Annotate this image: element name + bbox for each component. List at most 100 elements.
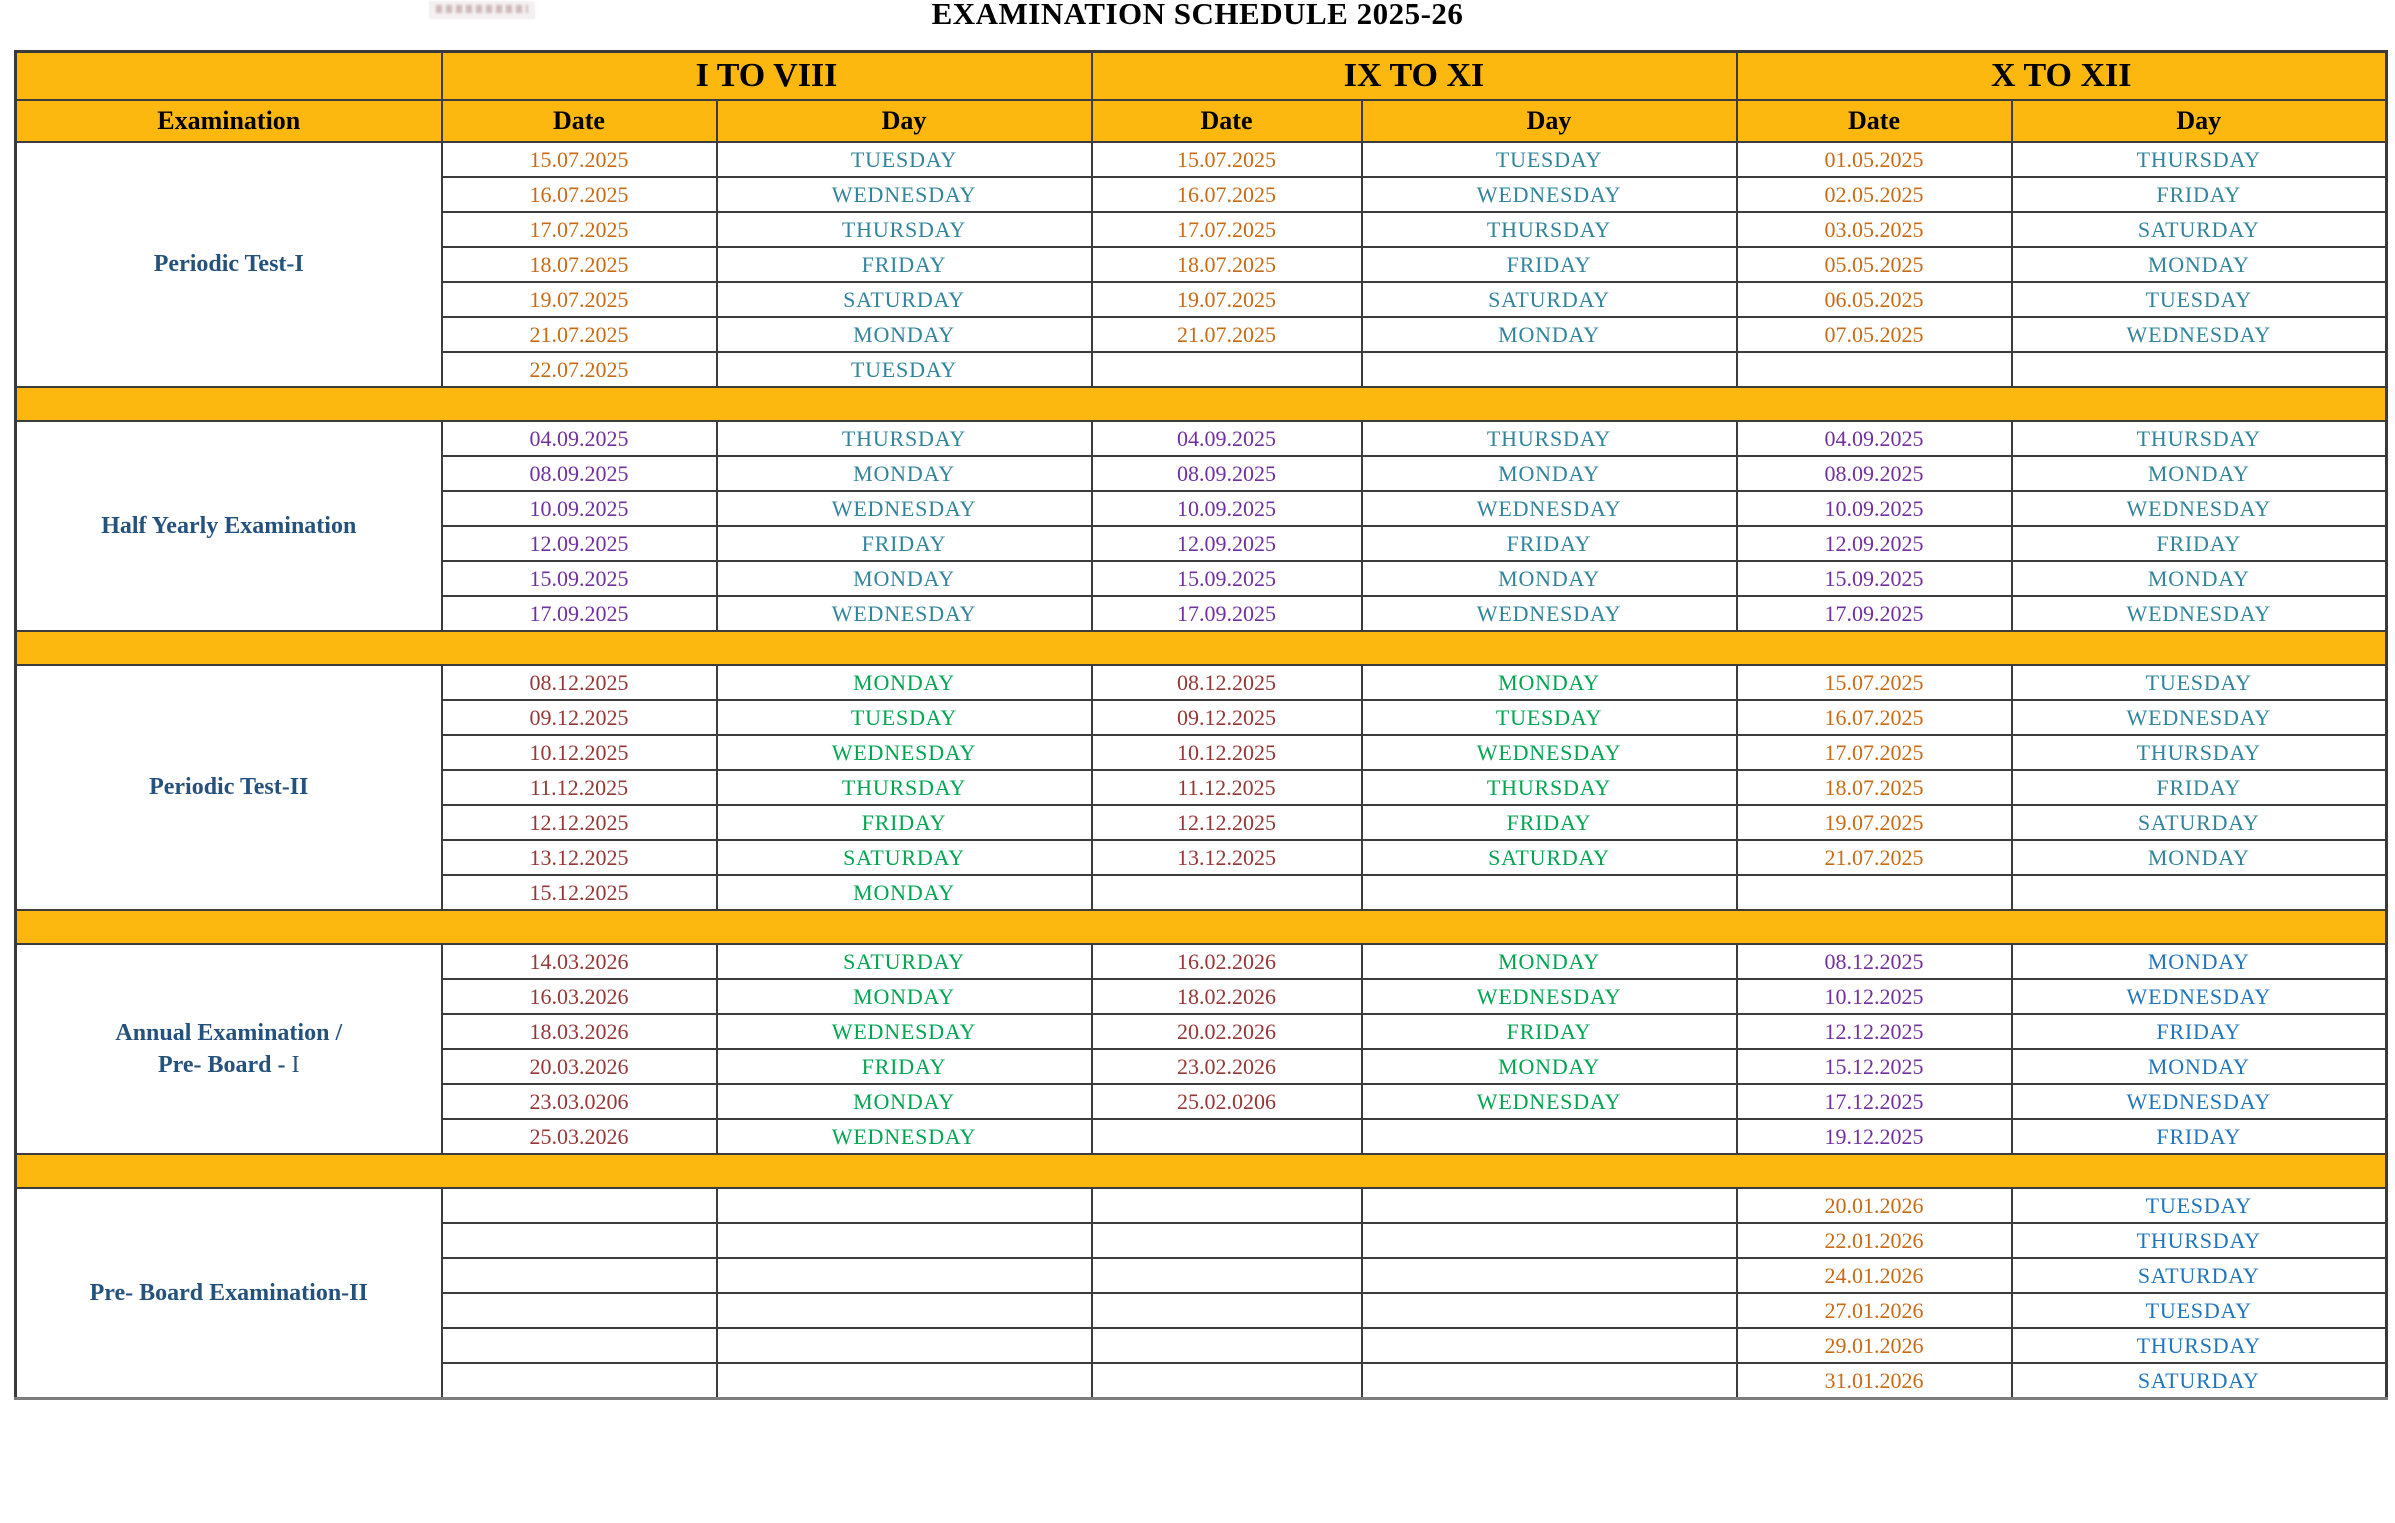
day-cell: MONDAY (1360, 316, 1738, 353)
day-cell: FRIDAY (1360, 246, 1738, 283)
table-row: 17.09.2025 WEDNESDAY 17.09.2025 WEDNESDAY 17… (16, 595, 2388, 632)
date-cell: 31.01.2026 (1735, 1362, 2013, 1400)
date-cell (440, 1222, 718, 1259)
day-cell (1360, 1257, 1738, 1294)
day-cell: SATURDAY (2010, 1362, 2388, 1400)
day-cell: SATURDAY (2010, 804, 2388, 841)
date-cell: 16.07.2025 (1735, 699, 2013, 736)
day-cell (1360, 874, 1738, 911)
day-cell: WEDNESDAY (1360, 1083, 1738, 1120)
date-cell: 15.07.2025 (1735, 664, 2013, 701)
day-cell: SATURDAY (1360, 839, 1738, 876)
day-cell (715, 1187, 1093, 1224)
date-cell (1090, 1292, 1363, 1329)
table-row: 21.07.2025 MONDAY 21.07.2025 MONDAY 07.05.20… (16, 316, 2388, 353)
date-cell (1090, 874, 1363, 911)
date-cell: 11.12.2025 (440, 769, 718, 806)
date-cell: 12.12.2025 (1735, 1013, 2013, 1050)
day-cell: MONDAY (1360, 664, 1738, 701)
day-cell: TUESDAY (715, 141, 1093, 178)
date-cell: 17.09.2025 (440, 595, 718, 632)
day-cell: MONDAY (2010, 839, 2388, 876)
section-separator (15, 909, 2387, 945)
day-cell: MONDAY (2010, 1048, 2388, 1085)
col-header-examination: Examination (14, 99, 443, 143)
date-cell: 24.01.2026 (1735, 1257, 2013, 1294)
date-cell (440, 1327, 718, 1364)
date-cell: 20.01.2026 (1735, 1187, 2013, 1224)
date-cell (1090, 1362, 1363, 1400)
table-row: Pre- Board Examination-II 20.01.2026 TUESD… (14, 1187, 2388, 1400)
table-row: 15.12.2025 MONDAY (16, 874, 2388, 911)
day-cell: WEDNESDAY (715, 176, 1093, 213)
date-cell: 15.09.2025 (1735, 560, 2013, 597)
table-row: Periodic Test-I 15.07.2025 TUESDAY 15.07.20… (14, 141, 2388, 388)
exam-schedule-table: I TO VIII IX TO XI X TO XII Examination … (14, 50, 2389, 1400)
date-cell: 23.02.2026 (1090, 1048, 1363, 1085)
day-cell: WEDNESDAY (2010, 699, 2388, 736)
date-cell: 15.09.2025 (440, 560, 718, 597)
group-header-x-to-xii: X TO XII (1735, 50, 2388, 101)
day-cell: THURSDAY (2010, 734, 2388, 771)
day-cell: WEDNESDAY (2010, 1083, 2388, 1120)
section-separator (15, 386, 2387, 422)
date-cell: 04.09.2025 (1735, 420, 2013, 457)
date-cell: 12.12.2025 (440, 804, 718, 841)
date-cell (1735, 351, 2013, 388)
day-cell: MONDAY (715, 1083, 1093, 1120)
date-cell: 21.07.2025 (1090, 316, 1363, 353)
section-label: Periodic Test-II (14, 664, 443, 911)
day-cell: SATURDAY (1360, 281, 1738, 318)
date-cell: 15.12.2025 (1735, 1048, 2013, 1085)
date-cell (1090, 1257, 1363, 1294)
date-cell: 19.07.2025 (1090, 281, 1363, 318)
table-row: 31.01.2026 SATURDAY (16, 1362, 2388, 1400)
day-cell: WEDNESDAY (2010, 978, 2388, 1015)
date-cell: 10.12.2025 (1090, 734, 1363, 771)
day-cell: MONDAY (715, 664, 1093, 701)
date-cell: 12.12.2025 (1090, 804, 1363, 841)
section-label: Half Yearly Examination (14, 420, 443, 632)
day-cell: WEDNESDAY (1360, 176, 1738, 213)
group-header-i-to-viii: I TO VIII (440, 50, 1093, 101)
day-cell (1360, 351, 1738, 388)
table-row: Annual Examination / Pre- Board - I 14.03.… (14, 943, 2388, 1155)
date-cell: 15.07.2025 (1090, 141, 1363, 178)
date-cell: 16.02.2026 (1090, 943, 1363, 980)
section-separator (15, 630, 2387, 666)
date-cell: 02.05.2025 (1735, 176, 2013, 213)
date-cell (440, 1257, 718, 1294)
day-cell (1360, 1222, 1738, 1259)
date-cell: 10.09.2025 (1735, 490, 2013, 527)
table-row: 12.12.2025 FRIDAY 12.12.2025 FRIDAY 19.07.20… (16, 804, 2388, 841)
date-cell: 17.09.2025 (1735, 595, 2013, 632)
day-cell (715, 1257, 1093, 1294)
date-cell: 01.05.2025 (1735, 141, 2013, 178)
date-cell: 15.12.2025 (440, 874, 718, 911)
date-cell: 17.07.2025 (1735, 734, 2013, 771)
day-cell (2010, 874, 2388, 911)
table-row: 17.07.2025 THURSDAY 17.07.2025 THURSDAY 03.0… (16, 211, 2388, 248)
day-cell: THURSDAY (2010, 1222, 2388, 1259)
day-cell (715, 1327, 1093, 1364)
date-cell: 04.09.2025 (440, 420, 718, 457)
date-cell (440, 1187, 718, 1224)
section-label: Periodic Test-I (14, 141, 443, 388)
table-row: 29.01.2026 THURSDAY (16, 1327, 2388, 1364)
day-cell: FRIDAY (2010, 769, 2388, 806)
date-cell: 29.01.2026 (1735, 1327, 2013, 1364)
day-cell: SATURDAY (715, 943, 1093, 980)
day-cell: MONDAY (1360, 560, 1738, 597)
date-cell: 17.07.2025 (1090, 211, 1363, 248)
date-cell: 13.12.2025 (440, 839, 718, 876)
date-cell (440, 1362, 718, 1400)
day-cell: WEDNESDAY (715, 595, 1093, 632)
day-cell: TUESDAY (2010, 1292, 2388, 1329)
day-cell: MONDAY (2010, 560, 2388, 597)
day-cell: THURSDAY (2010, 420, 2388, 457)
day-cell (1360, 1118, 1738, 1155)
date-cell: 08.12.2025 (1735, 943, 2013, 980)
corner-cell (14, 50, 443, 101)
day-cell: MONDAY (2010, 455, 2388, 492)
